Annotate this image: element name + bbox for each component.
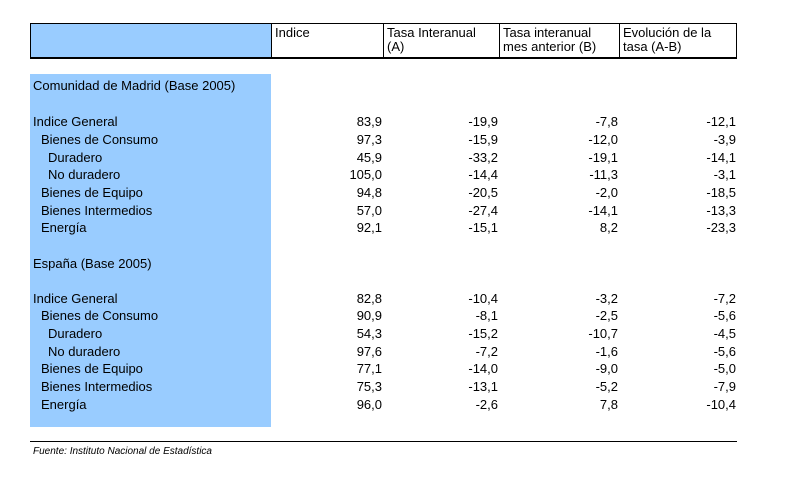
row-label: Indice General xyxy=(33,114,118,129)
table-header: Indice Tasa Interanual (A) Tasa interanu… xyxy=(30,23,737,59)
cell-tasa-b: -10,7 xyxy=(588,326,618,341)
table-row: Indice General 82,8 -10,4 -3,2 -7,2 xyxy=(0,290,800,307)
cell-indice: 83,9 xyxy=(356,114,382,129)
row-label: No duradero xyxy=(48,344,121,359)
cell-evolucion: -13,3 xyxy=(706,203,736,218)
table-row: Energía 92,1 -15,1 8,2 -23,3 xyxy=(0,219,800,236)
cell-tasa-b: -5,2 xyxy=(595,379,618,394)
table-row: Bienes de Equipo 94,8 -20,5 -2,0 -18,5 xyxy=(0,184,800,201)
section-title-row: España (Base 2005) xyxy=(0,255,800,272)
cell-evolucion: -4,5 xyxy=(713,326,736,341)
cell-tasa-a: -27,4 xyxy=(468,203,498,218)
cell-tasa-a: -14,4 xyxy=(468,167,498,182)
row-label: Bienes de Equipo xyxy=(41,185,143,200)
cell-indice: 94,8 xyxy=(356,185,382,200)
section-title-madrid: Comunidad de Madrid (Base 2005) xyxy=(33,78,236,93)
row-label: Bienes Intermedios xyxy=(41,203,153,218)
table-row: Bienes de Consumo 90,9 -8,1 -2,5 -5,6 xyxy=(0,307,800,324)
cell-indice: 57,0 xyxy=(356,203,382,218)
cell-tasa-b: -11,3 xyxy=(589,167,618,182)
cell-tasa-a: -20,5 xyxy=(468,185,498,200)
cell-tasa-a: -19,9 xyxy=(468,114,498,129)
section-title-row: Comunidad de Madrid (Base 2005) xyxy=(0,77,800,94)
cell-tasa-b: -1,6 xyxy=(595,344,618,359)
cell-indice: 92,1 xyxy=(356,220,382,235)
cell-tasa-b: -2,0 xyxy=(595,185,618,200)
cell-evolucion: -14,1 xyxy=(706,150,736,165)
table-row: No duradero 105,0 -14,4 -11,3 -3,1 xyxy=(0,166,800,183)
cell-evolucion: -5,6 xyxy=(713,344,736,359)
row-label: Energía xyxy=(41,397,87,412)
header-blank-cell xyxy=(31,24,272,57)
cell-tasa-b: -19,1 xyxy=(588,150,618,165)
cell-evolucion: -12,1 xyxy=(706,114,736,129)
table-row: Indice General 83,9 -19,9 -7,8 -12,1 xyxy=(0,113,800,130)
cell-indice: 97,3 xyxy=(356,132,382,147)
cell-tasa-b: 7,8 xyxy=(599,397,618,412)
cell-tasa-a: -7,2 xyxy=(475,344,498,359)
cell-tasa-a: -15,2 xyxy=(468,326,498,341)
table-row: Duradero 45,9 -33,2 -19,1 -14,1 xyxy=(0,149,800,166)
cell-tasa-a: -14,0 xyxy=(468,361,498,376)
row-label: Energía xyxy=(41,220,87,235)
table-row: Energía 96,0 -2,6 7,8 -10,4 xyxy=(0,396,800,413)
cell-indice: 105,0 xyxy=(349,167,382,182)
cell-evolucion: -3,9 xyxy=(713,132,736,147)
cell-evolucion: -5,0 xyxy=(713,361,736,376)
row-label: Duradero xyxy=(48,326,103,341)
bottom-rule xyxy=(30,441,737,442)
cell-tasa-b: -9,0 xyxy=(595,361,618,376)
cell-tasa-a: -13,1 xyxy=(468,379,498,394)
cell-tasa-a: -10,4 xyxy=(468,291,498,306)
row-label: No duradero xyxy=(48,167,121,182)
cell-evolucion: -3,1 xyxy=(713,167,736,182)
row-label: Bienes de Consumo xyxy=(41,308,159,323)
cell-indice: 97,6 xyxy=(356,344,382,359)
row-label: Bienes de Equipo xyxy=(41,361,143,376)
cell-tasa-a: -15,1 xyxy=(468,220,498,235)
cell-evolucion: -5,6 xyxy=(713,308,736,323)
cell-evolucion: -23,3 xyxy=(706,220,736,235)
cell-evolucion: -7,2 xyxy=(713,291,736,306)
cell-evolucion: -7,9 xyxy=(713,379,736,394)
cell-tasa-b: -2,5 xyxy=(595,308,618,323)
header-tasa-mes-anterior: Tasa interanual mes anterior (B) xyxy=(500,24,620,57)
cell-indice: 82,8 xyxy=(356,291,382,306)
cell-tasa-a: -2,6 xyxy=(475,397,498,412)
cell-tasa-a: -8,1 xyxy=(475,308,498,323)
header-indice: Indice xyxy=(272,24,384,57)
header-evolucion: Evolución de la tasa (A-B) xyxy=(623,25,712,54)
row-label: Duradero xyxy=(48,150,103,165)
row-label: Bienes de Consumo xyxy=(41,132,159,147)
cell-tasa-b: 8,2 xyxy=(599,220,618,235)
row-label: Bienes Intermedios xyxy=(41,379,153,394)
cell-indice: 77,1 xyxy=(356,361,382,376)
cell-tasa-a: -15,9 xyxy=(468,132,498,147)
row-label: Indice General xyxy=(33,291,118,306)
label-column-background xyxy=(30,74,271,427)
cell-tasa-a: -33,2 xyxy=(468,150,498,165)
cell-evolucion: -10,4 xyxy=(706,397,736,412)
cell-tasa-b: -3,2 xyxy=(595,291,618,306)
cell-indice: 90,9 xyxy=(356,308,382,323)
cell-indice: 96,0 xyxy=(356,397,382,412)
cell-indice: 45,9 xyxy=(356,150,382,165)
table-row: Bienes Intermedios 57,0 -27,4 -14,1 -13,… xyxy=(0,202,800,219)
table-row: Bienes de Consumo 97,3 -15,9 -12,0 -3,9 xyxy=(0,131,800,148)
table-row: Bienes Intermedios 75,3 -13,1 -5,2 -7,9 xyxy=(0,378,800,395)
source-note: Fuente: Instituto Nacional de Estadístic… xyxy=(33,446,212,457)
cell-tasa-b: -7,8 xyxy=(595,114,618,129)
header-tasa-interanual: Tasa Interanual (A) xyxy=(384,24,500,57)
cell-evolucion: -18,5 xyxy=(706,185,736,200)
cell-tasa-b: -12,0 xyxy=(588,132,618,147)
cell-indice: 75,3 xyxy=(356,379,382,394)
table-row: Bienes de Equipo 77,1 -14,0 -9,0 -5,0 xyxy=(0,360,800,377)
section-title-espana: España (Base 2005) xyxy=(33,256,152,271)
table-row: Duradero 54,3 -15,2 -10,7 -4,5 xyxy=(0,325,800,342)
cell-indice: 54,3 xyxy=(356,326,382,341)
cell-tasa-b: -14,1 xyxy=(588,203,618,218)
table-row: No duradero 97,6 -7,2 -1,6 -5,6 xyxy=(0,343,800,360)
